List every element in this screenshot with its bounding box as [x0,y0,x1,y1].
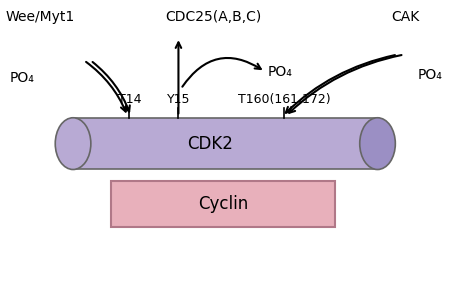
Text: PO₄: PO₄ [267,65,292,79]
Text: PO₄: PO₄ [10,71,35,84]
Text: CDC25(A,B,C): CDC25(A,B,C) [165,10,262,24]
Text: CAK: CAK [392,10,420,24]
FancyBboxPatch shape [110,181,336,227]
FancyBboxPatch shape [73,118,377,169]
Text: Cyclin: Cyclin [198,195,248,213]
Text: Wee/Myt1: Wee/Myt1 [5,10,74,24]
Text: Y15: Y15 [167,93,190,106]
Ellipse shape [360,118,395,169]
Text: T14: T14 [118,93,141,106]
Ellipse shape [55,118,91,169]
Text: PO₄: PO₄ [417,68,442,82]
Text: CDK2: CDK2 [187,134,233,153]
Text: T160(161,172): T160(161,172) [237,93,330,106]
